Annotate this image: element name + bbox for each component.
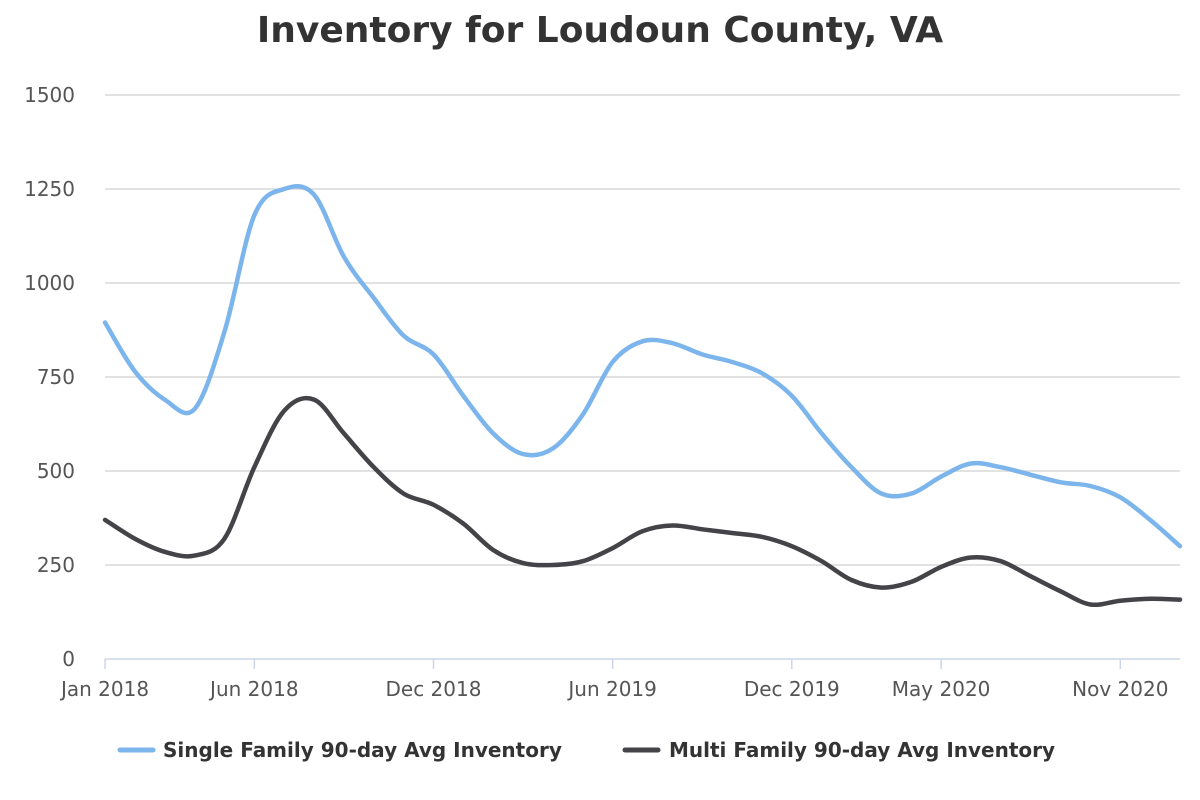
x-tick-label: Nov 2020 (1072, 677, 1168, 701)
y-tick-label: 250 (37, 553, 75, 577)
legend-item-label[interactable]: Single Family 90-day Avg Inventory (163, 738, 562, 762)
legend: Single Family 90-day Avg Inventory Multi … (117, 738, 1055, 762)
grid-lines (105, 94, 1180, 566)
x-tick-label: Dec 2018 (385, 677, 481, 701)
multi-family-line (102, 395, 1183, 608)
x-tick-label: Jun 2019 (566, 677, 657, 701)
x-tick-label: Jan 2018 (59, 677, 149, 701)
y-tick-label: 750 (37, 365, 75, 389)
y-tick-label: 500 (37, 459, 75, 483)
x-tick-label: Jun 2018 (208, 677, 299, 701)
chart-title: Inventory for Loudoun County, VA (256, 10, 944, 51)
y-tick-label: 1500 (24, 83, 75, 107)
y-tick-label: 0 (62, 647, 75, 671)
y-tick-label: 1250 (24, 177, 75, 201)
x-tick-label: May 2020 (892, 677, 991, 701)
single-family-line (102, 184, 1183, 549)
x-tick-label: Dec 2019 (744, 677, 840, 701)
axes: 0 250 500 750 1000 1250 1500 Jan 2018 Jun 2018 De… (24, 83, 1180, 701)
series-lines (102, 184, 1183, 608)
y-tick-label: 1000 (24, 271, 75, 295)
legend-item-label[interactable]: Multi Family 90-day Avg Inventory (669, 738, 1055, 762)
